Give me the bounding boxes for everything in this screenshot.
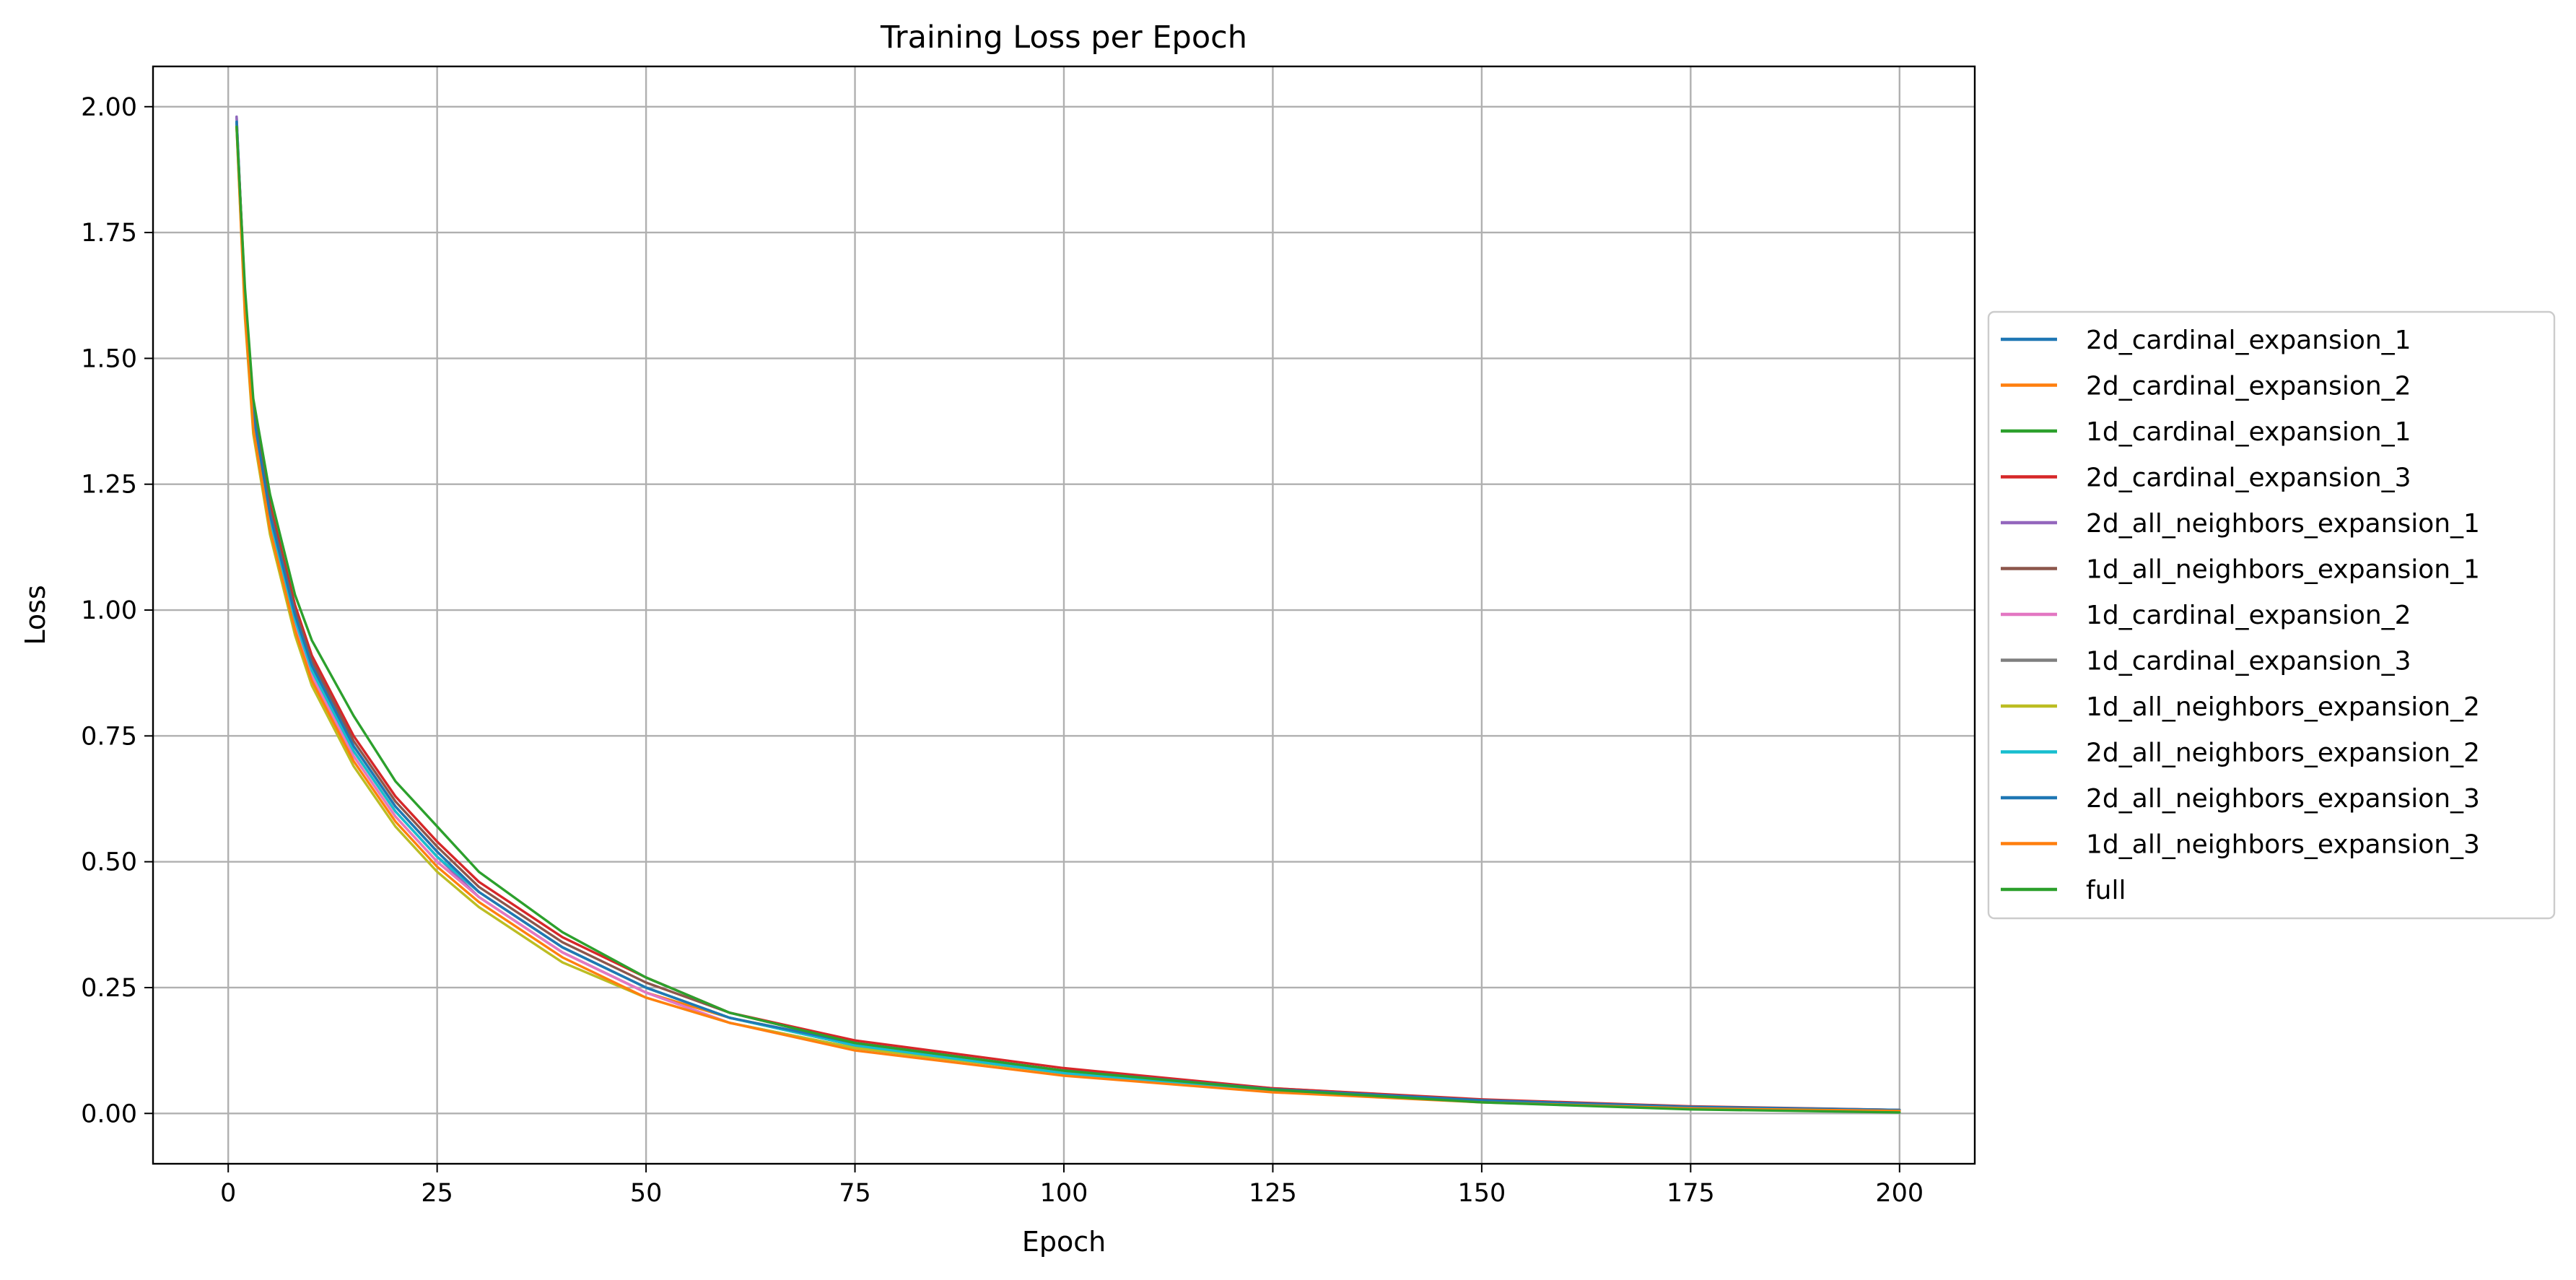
y-tick-label: 1.25 xyxy=(81,471,137,500)
legend-entry-label: 1d_all_neighbors_expansion_3 xyxy=(2086,830,2480,860)
x-tick-label: 0 xyxy=(220,1179,236,1208)
x-axis-label: Epoch xyxy=(1022,1226,1106,1258)
series-lines xyxy=(235,115,1901,1114)
x-tick-label: 175 xyxy=(1667,1179,1715,1208)
legend-entry-label: 1d_all_neighbors_expansion_2 xyxy=(2086,692,2480,722)
legend-entry-label: 2d_all_neighbors_expansion_2 xyxy=(2086,739,2480,768)
series-line-1d-all-neighbors-expansion-3 xyxy=(235,125,1901,1113)
legend-entry-label: 1d_cardinal_expansion_1 xyxy=(2086,417,2411,447)
legend-entry-label: 2d_all_neighbors_expansion_1 xyxy=(2086,509,2480,539)
legend-entry-label: 2d_cardinal_expansion_2 xyxy=(2086,372,2411,401)
y-tick-label: 0.25 xyxy=(81,974,137,1003)
legend: 2d_cardinal_expansion_1 2d_cardinal_expan… xyxy=(1987,310,2556,920)
y-axis-label: Loss xyxy=(19,585,51,645)
legend-box xyxy=(1987,310,2556,920)
legend-entry-label: 1d_cardinal_expansion_3 xyxy=(2086,647,2411,676)
x-tick-label: 100 xyxy=(1040,1179,1088,1208)
chart-title: Training Loss per Epoch xyxy=(880,19,1247,56)
y-tick-label: 1.00 xyxy=(81,596,137,625)
y-tick-label: 1.75 xyxy=(81,219,137,248)
series-line-full xyxy=(235,125,1901,1114)
y-tick-label: 1.50 xyxy=(81,344,137,373)
x-tick-label: 50 xyxy=(630,1179,663,1208)
legend-entry-label: 1d_cardinal_expansion_2 xyxy=(2086,601,2411,630)
x-tick-label: 200 xyxy=(1875,1179,1924,1208)
y-tick-label: 2.00 xyxy=(81,93,137,122)
legend-entry-label: 2d_cardinal_expansion_3 xyxy=(2086,463,2411,493)
grid-lines xyxy=(153,66,1975,1164)
axis-ticks: 0 25 50 75 100 125 150 175 200 0.00 0.25 0.50 0.75 1.… xyxy=(81,93,1924,1208)
y-tick-label: 0.75 xyxy=(81,722,137,751)
legend-entry-label: 2d_cardinal_expansion_1 xyxy=(2086,326,2411,355)
legend-entry-label: 1d_all_neighbors_expansion_1 xyxy=(2086,555,2480,585)
x-tick-label: 25 xyxy=(421,1179,453,1208)
y-tick-label: 0.50 xyxy=(81,848,137,877)
x-tick-label: 125 xyxy=(1249,1179,1297,1208)
y-tick-label: 0.00 xyxy=(81,1100,137,1128)
x-tick-label: 150 xyxy=(1457,1179,1506,1208)
legend-entry-label: full xyxy=(2086,876,2126,905)
legend-entry-label: 2d_all_neighbors_expansion_3 xyxy=(2086,784,2480,814)
x-tick-label: 75 xyxy=(839,1179,871,1208)
